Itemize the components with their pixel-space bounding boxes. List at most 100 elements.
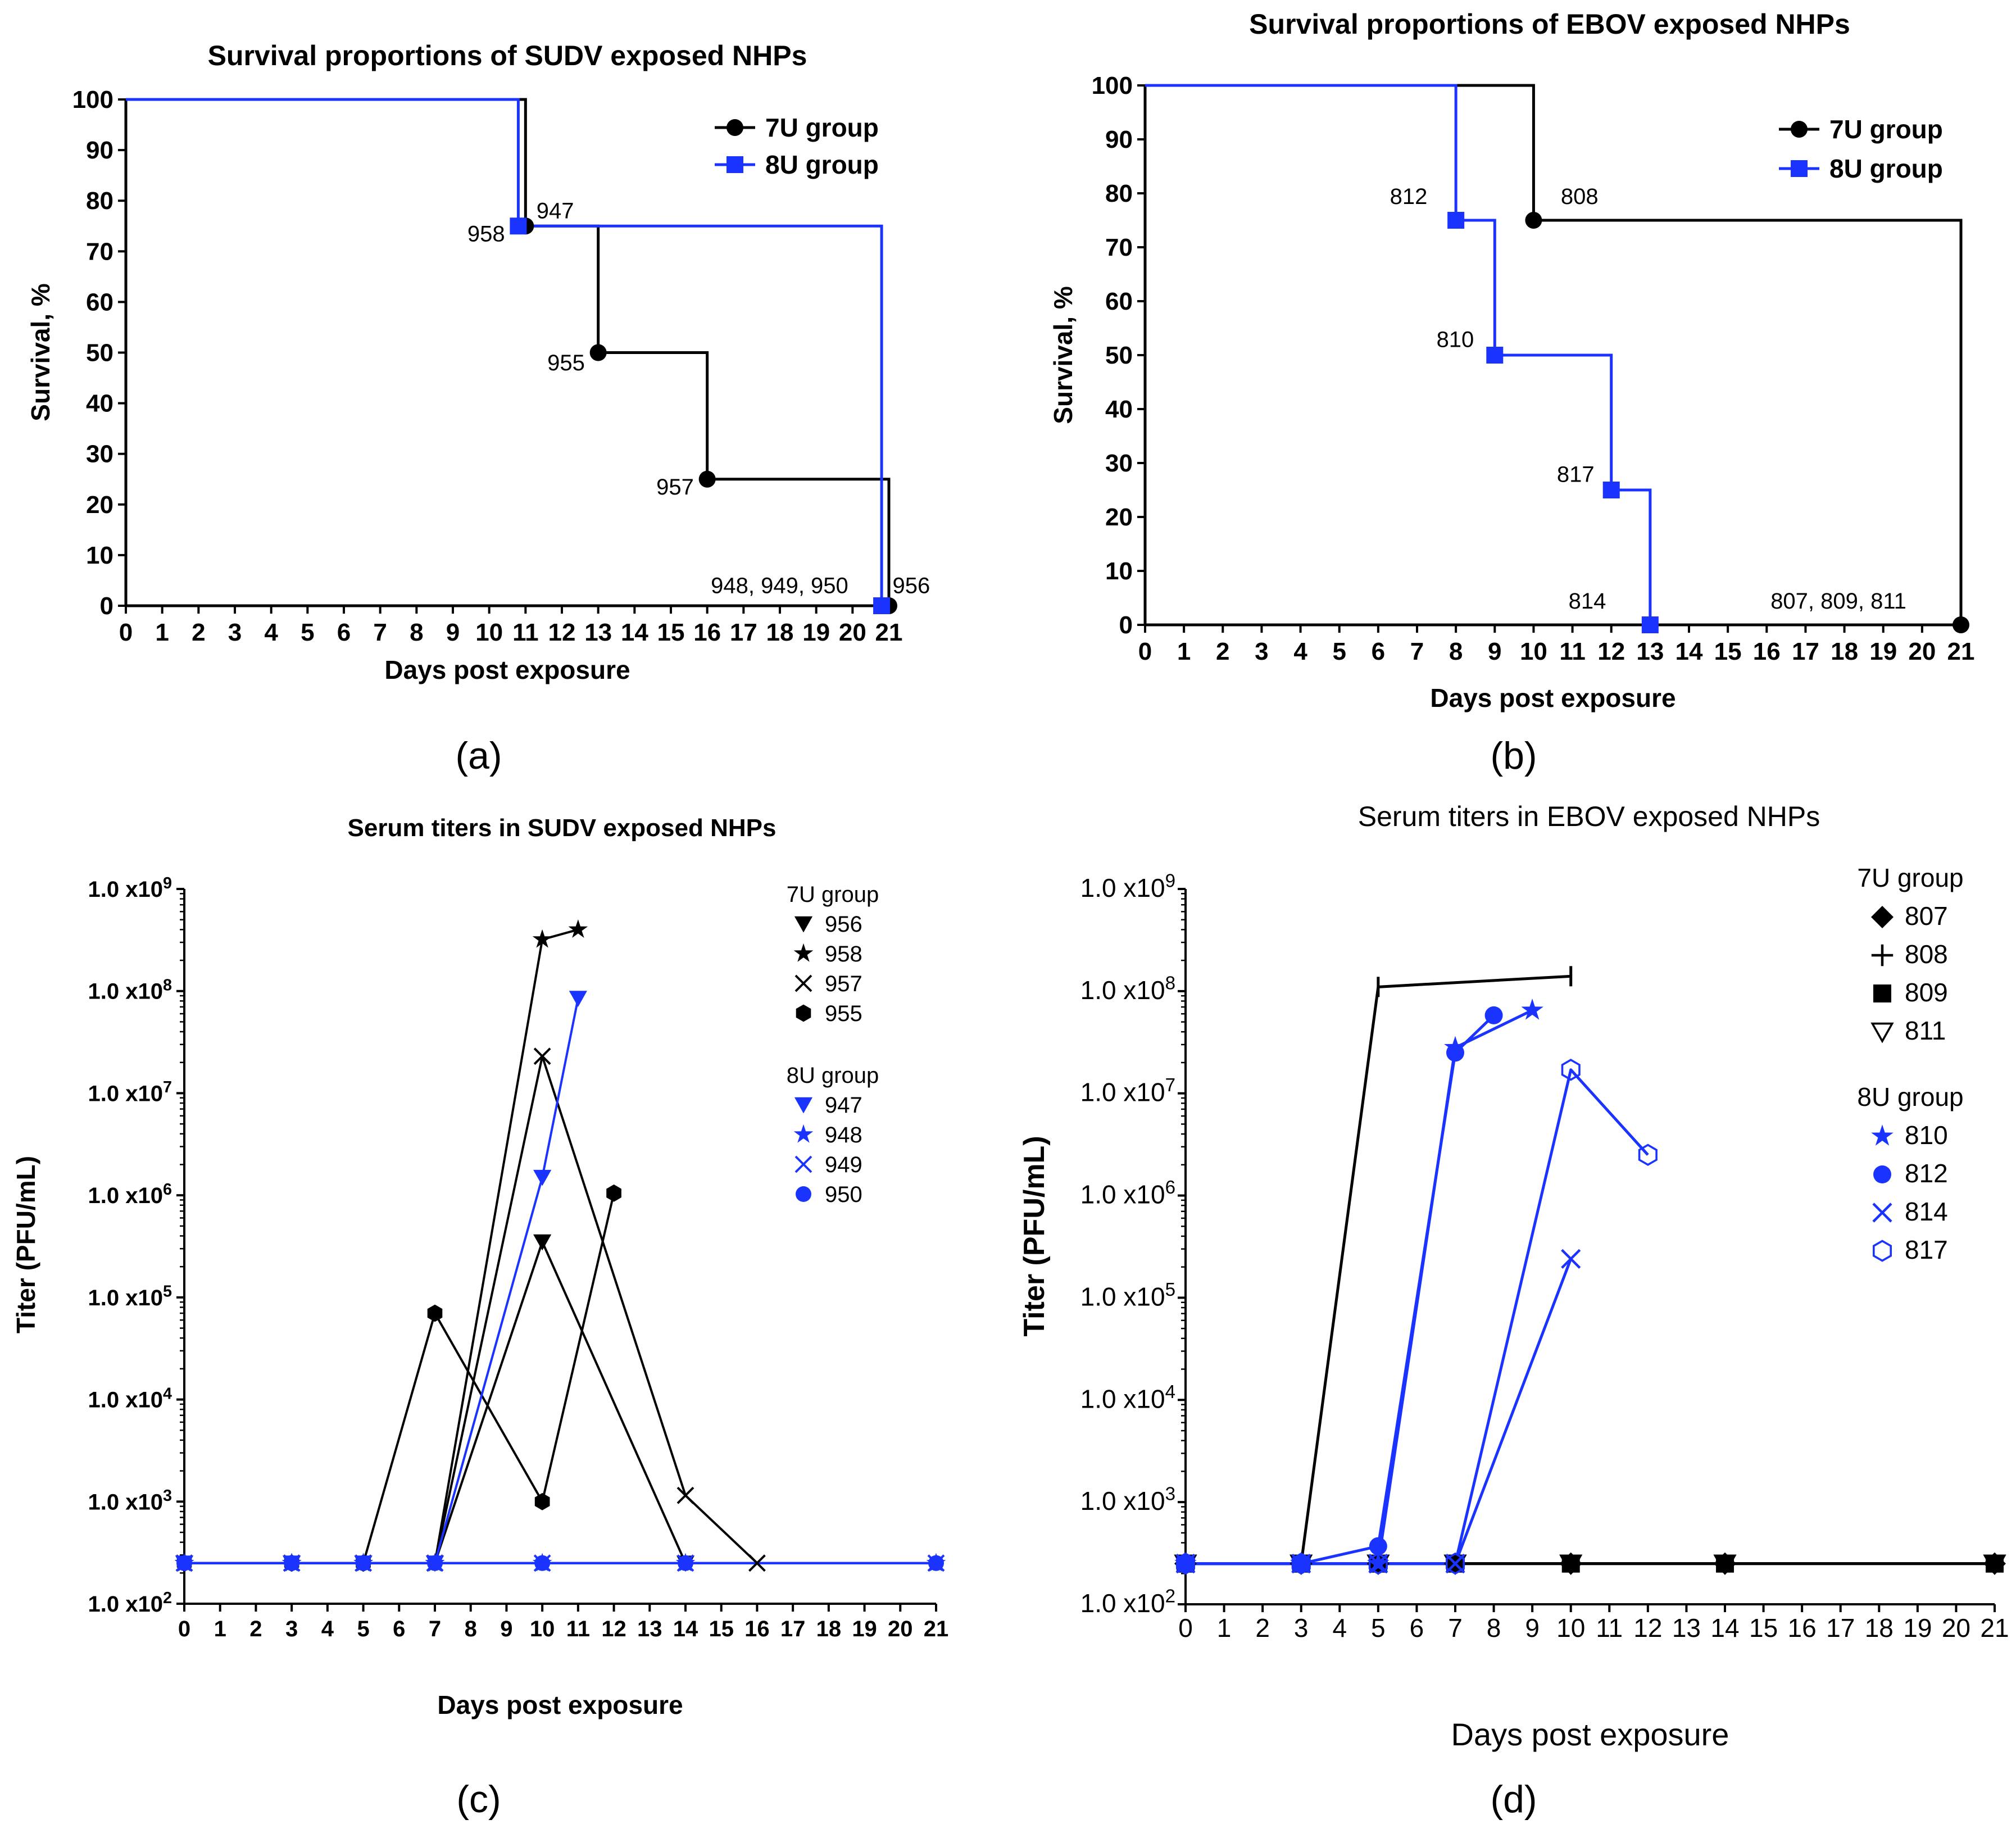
legend-marker xyxy=(794,974,812,992)
data-point xyxy=(676,1486,694,1504)
x-tick-label: 21 xyxy=(875,619,903,646)
x-tick-label: 12 xyxy=(1633,1613,1662,1642)
annotation-label: 956 xyxy=(892,573,930,598)
series-line-810 xyxy=(1186,1009,1533,1566)
x-tick-label: 1 xyxy=(155,619,169,646)
legend-marker xyxy=(793,1124,814,1143)
x-tick-label: 5 xyxy=(1332,638,1346,665)
data-point xyxy=(589,344,607,361)
data-point xyxy=(1443,1554,1467,1576)
x-tick-label: 13 xyxy=(1636,638,1664,665)
x-tick-label: 19 xyxy=(1869,638,1897,665)
legend-label: 950 xyxy=(825,1182,862,1207)
data-point xyxy=(698,470,716,488)
x-tick-label: 7 xyxy=(1410,638,1424,665)
data-point xyxy=(1561,1059,1581,1081)
y-tick-label: 10 xyxy=(86,542,113,569)
chart-title: Survival proportions of EBOV exposed NHP… xyxy=(1249,8,1850,40)
y-tick-mantissa: 1.0 x10 xyxy=(88,1183,163,1208)
y-tick-exponent: 4 xyxy=(1165,1382,1175,1403)
annotation-label: 810 xyxy=(1437,328,1474,352)
y-tick-exponent: 6 xyxy=(1165,1177,1175,1198)
x-tick-label: 21 xyxy=(1947,638,1975,665)
y-tick-exponent: 3 xyxy=(1165,1484,1175,1505)
x-tick-label: 4 xyxy=(321,1617,334,1641)
y-tick-label: 1.0 x102 xyxy=(88,1589,172,1617)
legend-group-title: 7U group xyxy=(1857,863,1963,892)
legend-label: 814 xyxy=(1905,1197,1948,1226)
y-tick-label: 1.0 x106 xyxy=(88,1181,172,1208)
legend-label: 811 xyxy=(1905,1016,1946,1045)
y-tick-label: 1.0 x109 xyxy=(88,874,172,902)
x-axis-label: Days post exposure xyxy=(1430,683,1676,713)
legend-label: 948 xyxy=(825,1123,862,1147)
legend-marker xyxy=(794,1097,813,1114)
data-point xyxy=(1484,1006,1503,1024)
data-point xyxy=(1369,1537,1387,1555)
y-tick-mantissa: 1.0 x10 xyxy=(1080,1486,1165,1516)
y-tick-label: 60 xyxy=(86,288,113,316)
x-tick-label: 3 xyxy=(228,619,242,646)
x-tick-label: 13 xyxy=(637,1617,662,1641)
y-tick-mantissa: 1.0 x10 xyxy=(88,1490,163,1514)
legend-marker xyxy=(727,156,743,173)
x-tick-label: 1 xyxy=(1177,638,1191,665)
x-tick-label: 13 xyxy=(584,619,612,646)
data-point xyxy=(1641,616,1659,633)
x-tick-label: 13 xyxy=(1672,1613,1701,1642)
x-tick-label: 15 xyxy=(1749,1613,1778,1642)
y-tick-label: 90 xyxy=(1105,126,1133,153)
x-tick-label: 5 xyxy=(357,1617,369,1641)
data-point xyxy=(533,1169,552,1186)
x-tick-label: 1 xyxy=(1217,1613,1232,1642)
series-line-812 xyxy=(1186,1014,1495,1566)
series-line-956 xyxy=(184,1240,687,1564)
x-tick-label: 14 xyxy=(1676,638,1703,665)
y-tick-mantissa: 1.0 x10 xyxy=(88,877,163,902)
y-tick-label: 90 xyxy=(86,137,113,164)
x-tick-label: 15 xyxy=(709,1617,734,1641)
data-point xyxy=(678,1555,693,1571)
legend-marker xyxy=(796,1004,811,1022)
annotation-label: 817 xyxy=(1557,462,1595,487)
x-tick-label: 16 xyxy=(1753,638,1781,665)
data-point xyxy=(1447,212,1465,229)
x-tick-label: 17 xyxy=(1826,1613,1855,1642)
legend-marker xyxy=(1871,906,1894,928)
legend-label: 958 xyxy=(825,942,862,967)
data-point xyxy=(510,217,527,235)
annotation-label: 957 xyxy=(656,475,694,500)
data-point xyxy=(533,1047,551,1065)
x-tick-label: 7 xyxy=(373,619,387,646)
annotation-label: 807, 809, 811 xyxy=(1770,589,1906,614)
x-tick-label: 8 xyxy=(410,619,423,646)
chart-title: Survival proportions of SUDV exposed NHP… xyxy=(208,40,807,71)
panel-d-caption: (d) xyxy=(1490,1778,1537,1821)
legend-label: 947 xyxy=(825,1093,862,1118)
y-tick-label: 40 xyxy=(86,390,113,418)
series-line-8u-group xyxy=(1145,84,1652,625)
data-point xyxy=(1446,1552,1465,1575)
data-point xyxy=(1953,616,1969,633)
y-tick-label: 1.0 x103 xyxy=(1080,1484,1175,1516)
y-tick-exponent: 9 xyxy=(1165,871,1175,892)
legend-label: 7U group xyxy=(1829,115,1943,144)
annotation-label: 948, 949, 950 xyxy=(711,573,848,598)
x-tick-label: 6 xyxy=(1410,1613,1424,1642)
y-tick-label: 50 xyxy=(1105,342,1133,369)
chart-title: Serum titers in SUDV exposed NHPs xyxy=(348,814,777,842)
x-tick-label: 2 xyxy=(1255,1613,1270,1642)
y-tick-label: 1.0 x103 xyxy=(88,1487,172,1514)
y-tick-exponent: 5 xyxy=(163,1283,172,1301)
x-tick-label: 11 xyxy=(1559,638,1586,665)
x-tick-label: 7 xyxy=(1448,1613,1463,1642)
x-tick-label: 12 xyxy=(548,619,576,646)
legend-label: 809 xyxy=(1905,978,1948,1007)
x-tick-label: 9 xyxy=(1525,1613,1540,1642)
x-tick-label: 16 xyxy=(693,619,721,646)
y-tick-mantissa: 1.0 x10 xyxy=(88,1286,163,1310)
x-tick-label: 14 xyxy=(673,1617,698,1641)
y-tick-label: 1.0 x105 xyxy=(1080,1279,1175,1311)
data-point xyxy=(1638,1144,1658,1166)
legend-marker xyxy=(794,916,813,933)
